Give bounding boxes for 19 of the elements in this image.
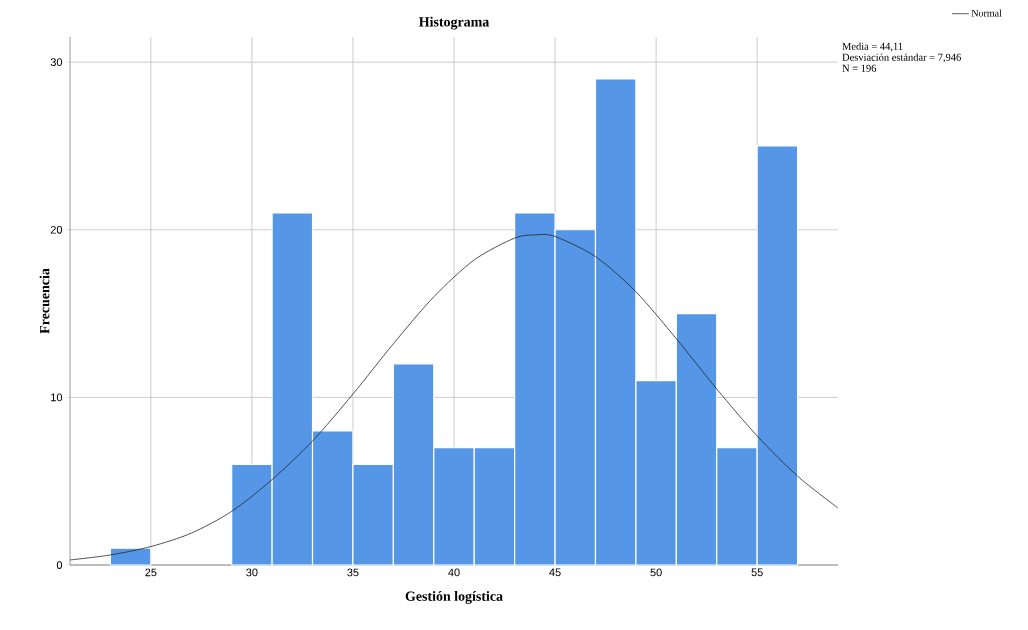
x-tick-label: 50: [650, 568, 662, 577]
text: Desviación estándar = 7,946: [842, 53, 961, 63]
x-tick-label: 30: [246, 568, 258, 577]
y-tick-label: 20: [50, 225, 63, 234]
text: N = 196: [842, 64, 877, 72]
x-tick-label: 45: [549, 568, 561, 577]
line-series: [69, 234, 839, 561]
chart-title: Histograma: [418, 16, 490, 30]
y-tick-label: 10: [51, 393, 63, 402]
x-tick-label: 40: [448, 568, 460, 577]
x-tick-label: 25: [145, 568, 157, 577]
x-tick-label: 35: [347, 568, 359, 577]
y-axis-title: Frecuencia: [39, 268, 50, 334]
x-axis-title: Gestión logística: [405, 591, 503, 604]
y-tick-label: 30: [50, 58, 63, 67]
text: Media = 44,11: [842, 42, 903, 52]
y-tick-label: 0: [56, 561, 63, 569]
legend-label: Normal: [971, 9, 1002, 17]
x-tick-label: 55: [751, 568, 763, 577]
